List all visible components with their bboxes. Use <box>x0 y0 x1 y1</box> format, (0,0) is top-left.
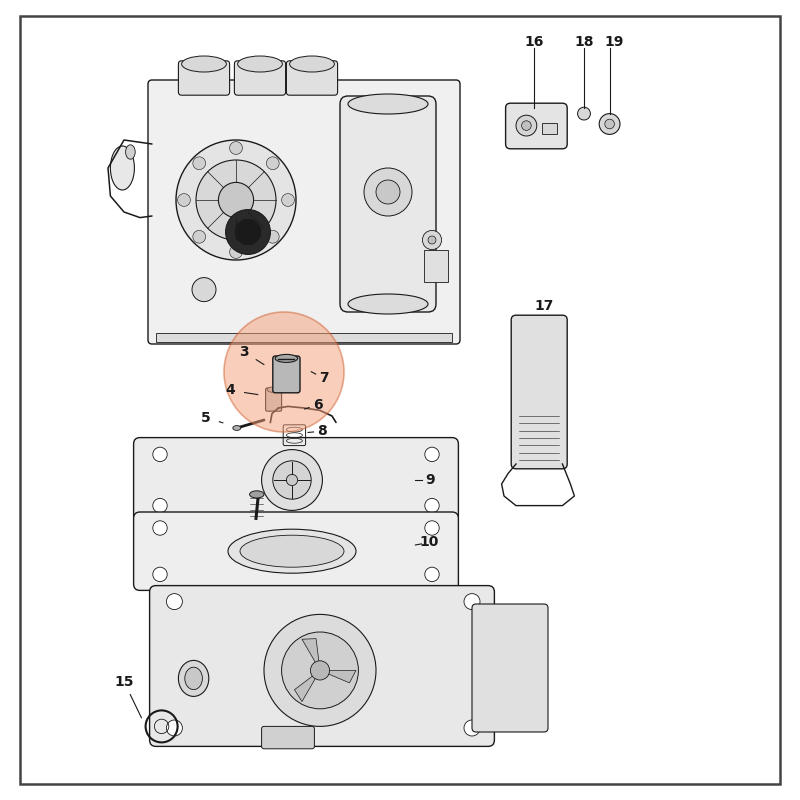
Circle shape <box>153 521 167 535</box>
Circle shape <box>428 236 436 244</box>
Circle shape <box>166 594 182 610</box>
Circle shape <box>605 119 614 129</box>
Ellipse shape <box>267 386 280 392</box>
FancyBboxPatch shape <box>234 61 286 95</box>
FancyBboxPatch shape <box>266 388 282 411</box>
Circle shape <box>464 594 480 610</box>
Text: 15: 15 <box>114 674 134 689</box>
Ellipse shape <box>228 530 356 573</box>
Circle shape <box>218 182 254 218</box>
Circle shape <box>196 160 276 240</box>
Circle shape <box>266 230 279 243</box>
Ellipse shape <box>126 145 135 159</box>
FancyBboxPatch shape <box>134 438 458 522</box>
Ellipse shape <box>182 56 226 72</box>
Circle shape <box>166 720 182 736</box>
Polygon shape <box>302 638 320 670</box>
Circle shape <box>522 121 531 130</box>
Text: 17: 17 <box>534 298 554 313</box>
FancyBboxPatch shape <box>148 80 460 344</box>
FancyBboxPatch shape <box>511 315 567 469</box>
Circle shape <box>464 720 480 736</box>
Circle shape <box>264 614 376 726</box>
Circle shape <box>193 157 206 170</box>
FancyBboxPatch shape <box>134 512 458 590</box>
Text: 7: 7 <box>319 371 329 386</box>
Text: 16: 16 <box>525 34 544 49</box>
Circle shape <box>193 230 206 243</box>
Circle shape <box>262 450 322 510</box>
Ellipse shape <box>348 294 428 314</box>
Circle shape <box>599 114 620 134</box>
Circle shape <box>153 567 167 582</box>
Circle shape <box>282 632 358 709</box>
Ellipse shape <box>250 490 264 498</box>
Bar <box>424 250 448 282</box>
Circle shape <box>192 278 216 302</box>
Text: 18: 18 <box>574 34 594 49</box>
Circle shape <box>310 661 330 680</box>
Circle shape <box>273 461 311 499</box>
Circle shape <box>425 498 439 513</box>
Text: 9: 9 <box>425 473 434 487</box>
Circle shape <box>176 140 296 260</box>
Text: 5: 5 <box>201 410 210 425</box>
Circle shape <box>230 142 242 154</box>
FancyBboxPatch shape <box>273 356 300 393</box>
Circle shape <box>425 567 439 582</box>
Circle shape <box>516 115 537 136</box>
FancyBboxPatch shape <box>150 586 494 746</box>
Text: 8: 8 <box>318 424 327 438</box>
Ellipse shape <box>238 56 282 72</box>
Text: 3: 3 <box>239 345 249 359</box>
Ellipse shape <box>110 146 134 190</box>
Ellipse shape <box>275 354 298 362</box>
Ellipse shape <box>185 667 202 690</box>
Circle shape <box>235 219 261 245</box>
FancyBboxPatch shape <box>340 96 436 312</box>
Text: 10: 10 <box>420 535 439 550</box>
Polygon shape <box>294 670 320 702</box>
Bar <box>542 123 557 134</box>
Circle shape <box>226 210 270 254</box>
Text: 4: 4 <box>226 383 235 398</box>
Ellipse shape <box>348 94 428 114</box>
Circle shape <box>224 312 344 432</box>
Ellipse shape <box>290 56 334 72</box>
Ellipse shape <box>233 426 241 430</box>
Text: 6: 6 <box>314 398 323 412</box>
FancyBboxPatch shape <box>506 103 567 149</box>
Polygon shape <box>320 670 356 683</box>
Ellipse shape <box>240 535 344 567</box>
Ellipse shape <box>178 660 209 696</box>
Circle shape <box>286 474 298 486</box>
FancyBboxPatch shape <box>262 726 314 749</box>
Circle shape <box>282 194 294 206</box>
Bar <box>156 333 452 342</box>
Text: 19: 19 <box>605 34 624 49</box>
Circle shape <box>178 194 190 206</box>
Circle shape <box>153 447 167 462</box>
Circle shape <box>425 447 439 462</box>
FancyBboxPatch shape <box>472 604 548 732</box>
Circle shape <box>266 157 279 170</box>
Circle shape <box>364 168 412 216</box>
Circle shape <box>425 521 439 535</box>
Circle shape <box>578 107 590 120</box>
FancyBboxPatch shape <box>178 61 230 95</box>
Circle shape <box>153 498 167 513</box>
Circle shape <box>376 180 400 204</box>
FancyBboxPatch shape <box>286 61 338 95</box>
Circle shape <box>422 230 442 250</box>
Circle shape <box>230 246 242 258</box>
